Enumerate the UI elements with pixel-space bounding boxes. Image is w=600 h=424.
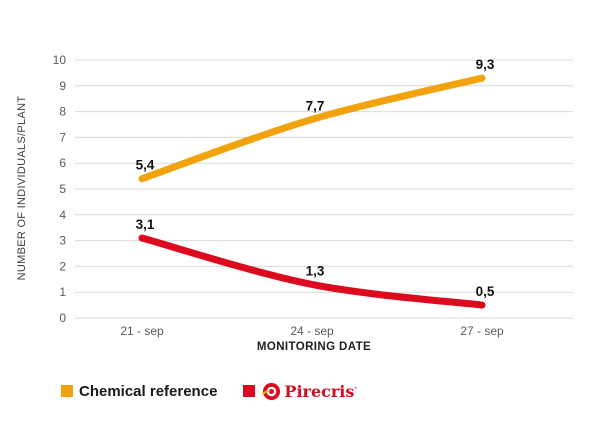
y-tick-label: 5	[59, 182, 66, 196]
data-label: 1,3	[306, 263, 325, 278]
legend-label-pirecris: Pirecris·	[284, 381, 358, 401]
y-axis-title: NUMBER OF INDIVIDUALS/PLANT	[16, 95, 28, 281]
y-tick-label: 8	[59, 105, 66, 119]
legend-swatch-pirecris	[243, 385, 256, 397]
y-tick-label: 7	[59, 130, 66, 144]
series-line-chemical-reference	[138, 74, 486, 183]
line-chart-plot-area: 0 1 2 3 4 5 6 7 8 9 10 21 - sep 24 - sep 27 - sep 5,4 7…	[53, 53, 573, 338]
data-label: 0,5	[476, 284, 495, 299]
y-tick-label: 6	[59, 156, 66, 170]
legend-item-pirecris: Pirecris·	[243, 382, 357, 401]
y-tick-label: 10	[53, 53, 67, 67]
data-label: 3,1	[136, 217, 155, 232]
y-tick-label: 9	[59, 79, 66, 93]
legend-swatch-chemical-reference	[61, 385, 73, 397]
data-label: 5,4	[136, 158, 155, 173]
legend: Chemical reference Pirecris·	[61, 380, 383, 402]
y-tick-label: 3	[59, 234, 66, 248]
y-tick-label: 4	[59, 208, 66, 222]
x-tick-label: 24 - sep	[290, 324, 334, 338]
y-tick-label: 1	[59, 285, 66, 299]
y-tick-label: 0	[59, 311, 66, 325]
x-axis-title: MONITORING DATE	[256, 341, 372, 353]
legend-label-chemical-reference: Chemical reference	[79, 382, 218, 400]
y-tick-label: 2	[59, 259, 66, 273]
x-tick-label: 21 - sep	[120, 324, 164, 338]
data-label: 7,7	[306, 98, 325, 113]
legend-item-chemical-reference: Chemical reference	[61, 383, 217, 400]
data-label: 9,3	[476, 57, 495, 72]
pirecris-target-logo-icon	[262, 382, 281, 400]
x-tick-label: 27 - sep	[460, 324, 504, 338]
series-line-pirecris	[138, 234, 486, 309]
pirecris-trademark-mark: ·	[354, 382, 358, 393]
